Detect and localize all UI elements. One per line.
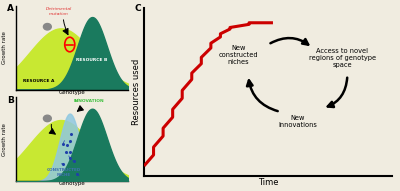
Text: Access to novel
regions of genotype
space: Access to novel regions of genotype spac…: [309, 48, 376, 68]
Text: B: B: [7, 96, 14, 105]
Text: Growth rate: Growth rate: [2, 123, 7, 156]
X-axis label: Time: Time: [258, 179, 278, 188]
Ellipse shape: [44, 115, 51, 122]
Text: RESOURCE B: RESOURCE B: [76, 58, 108, 62]
Text: INNOVATION: INNOVATION: [74, 99, 104, 103]
X-axis label: Genotype: Genotype: [59, 90, 85, 95]
Text: New
Innovations: New Innovations: [278, 115, 317, 128]
Text: RESOURCE A: RESOURCE A: [23, 79, 54, 83]
Text: ✓: ✓: [74, 98, 79, 103]
Text: A: A: [7, 4, 14, 13]
Text: New
constructed
niches: New constructed niches: [218, 45, 258, 65]
Text: C: C: [134, 4, 141, 13]
Text: Growth rate: Growth rate: [2, 31, 7, 64]
X-axis label: Genotype: Genotype: [59, 181, 85, 186]
Text: CONSTRUCTED
NICHE: CONSTRUCTED NICHE: [47, 168, 81, 177]
Text: Detrimental
mutation: Detrimental mutation: [46, 7, 72, 16]
Ellipse shape: [44, 23, 51, 30]
Y-axis label: Resources used: Resources used: [132, 59, 141, 125]
